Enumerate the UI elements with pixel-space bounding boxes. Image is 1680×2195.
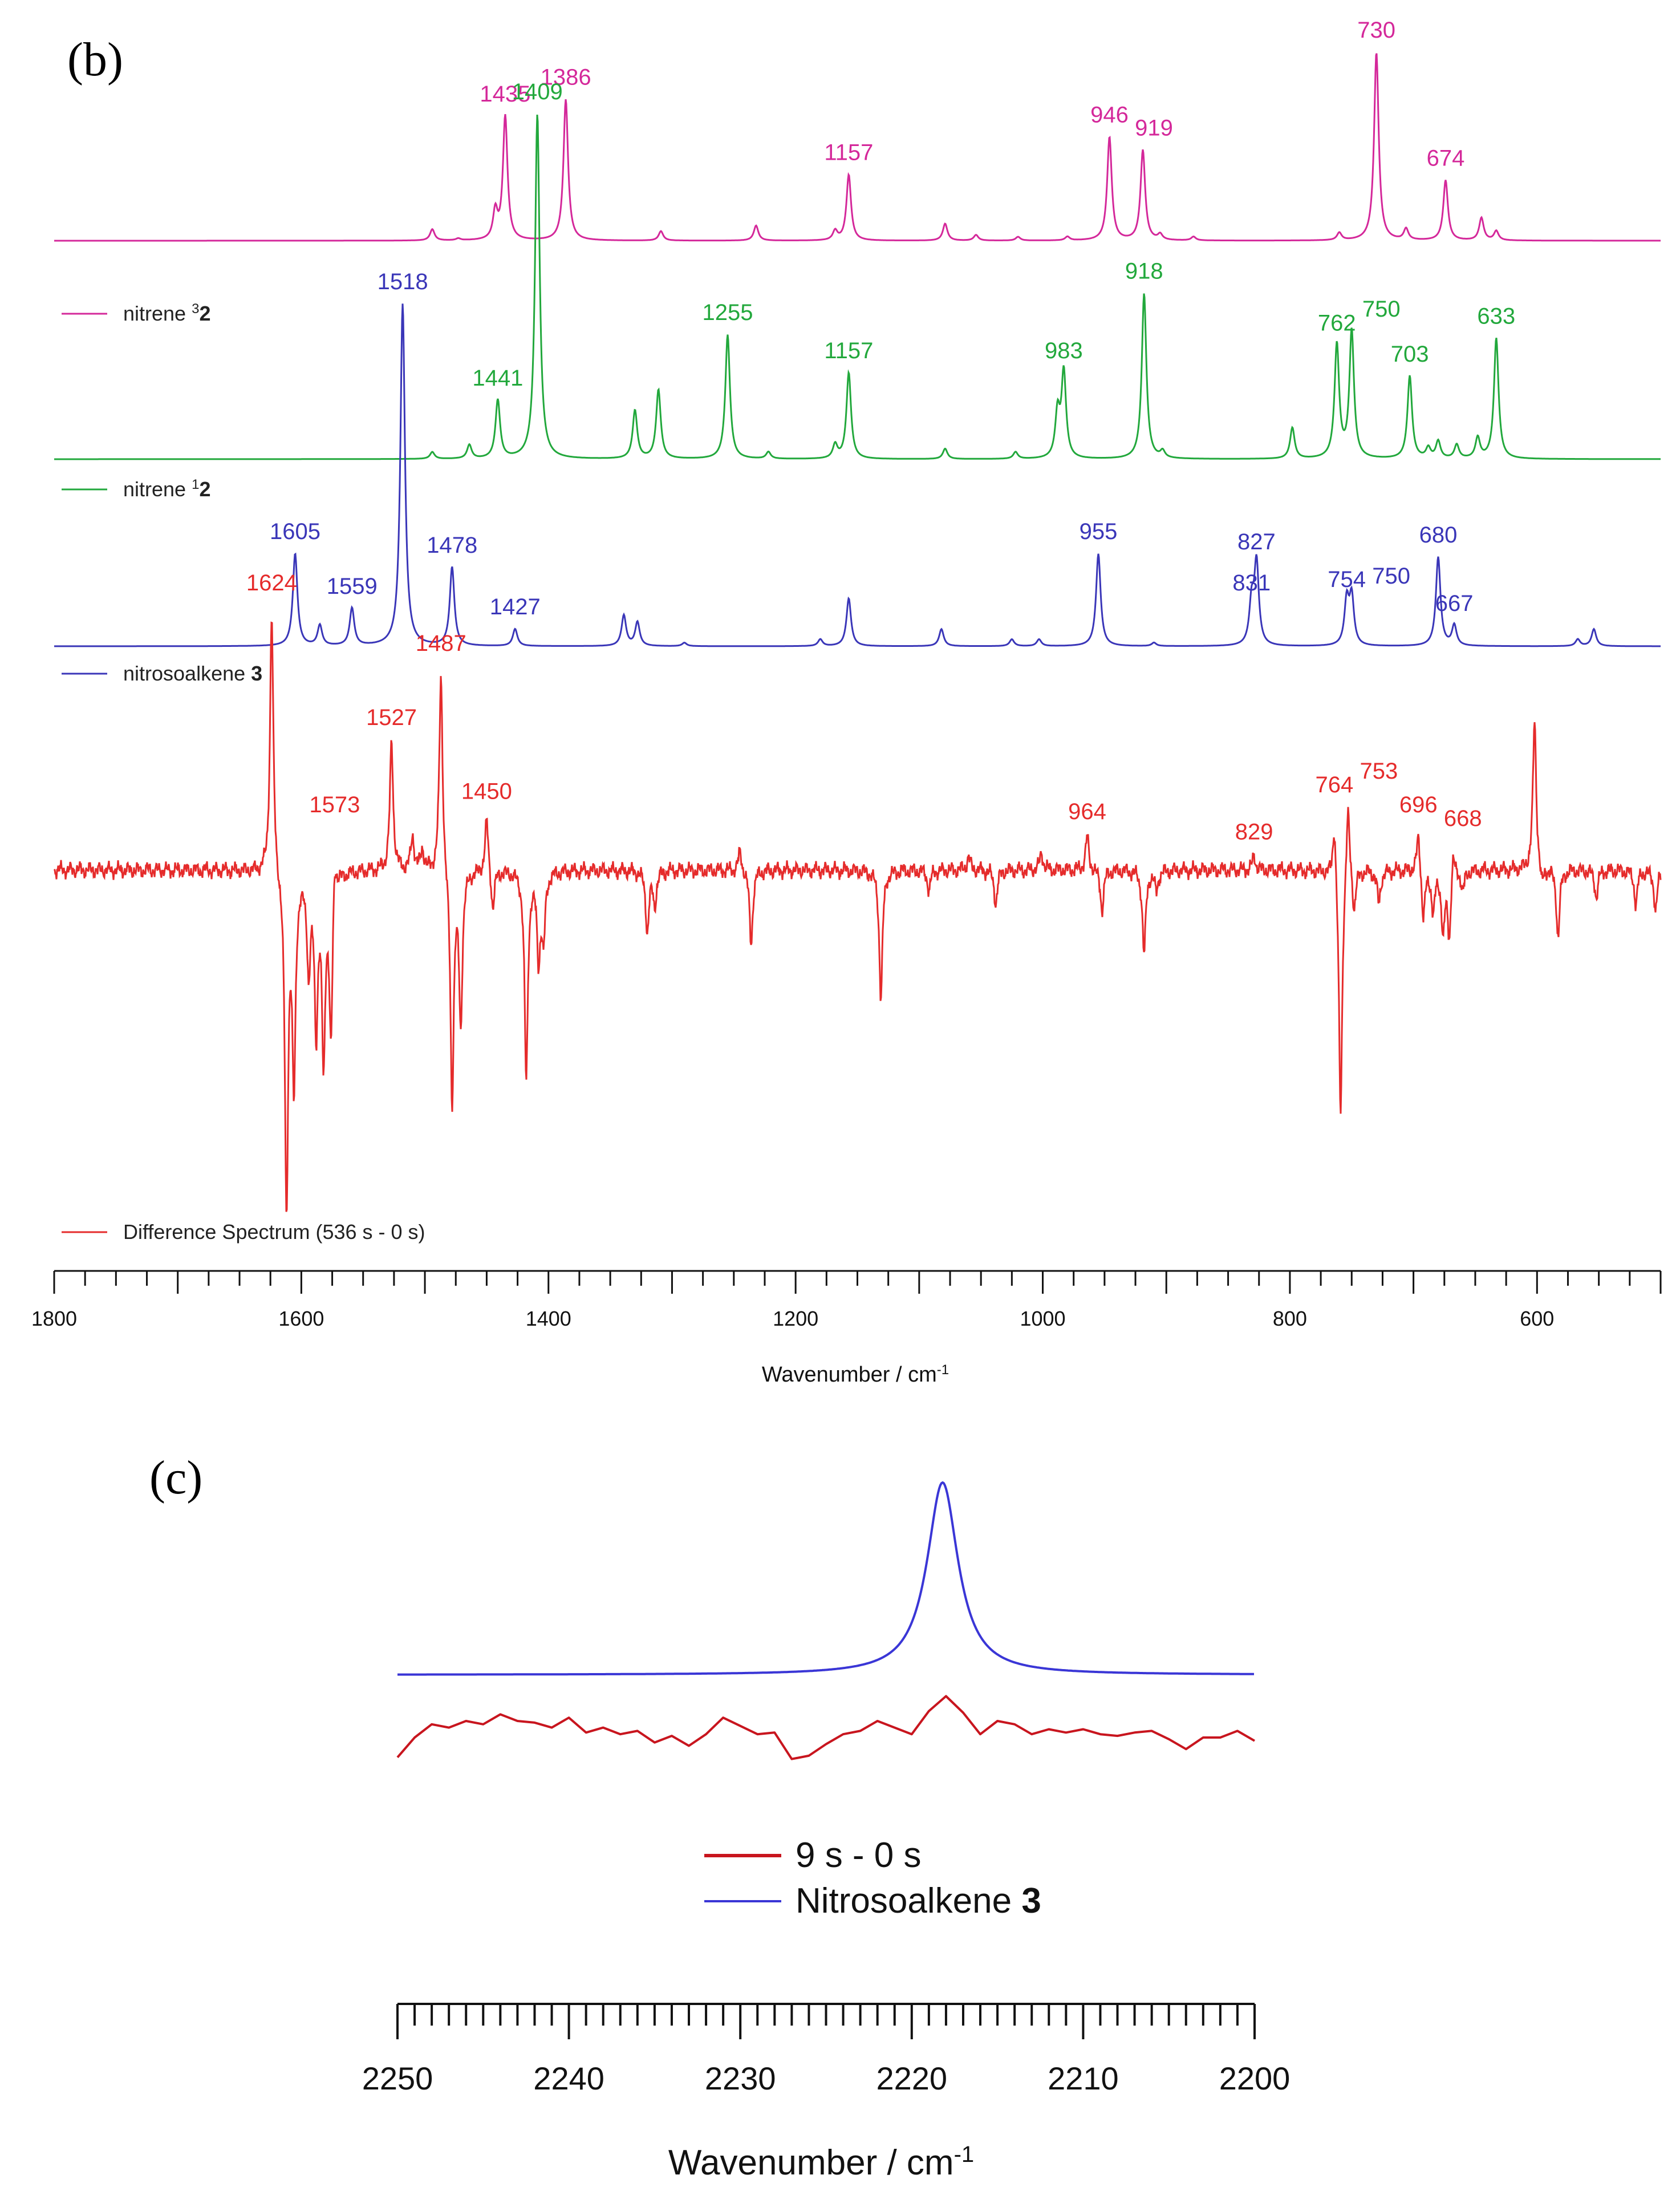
spectrum-line-nitroso3c (397, 1481, 1254, 1676)
x-tick-label: 1200 (773, 1307, 818, 1330)
peak-label: 831 (1232, 570, 1271, 596)
peak-label: 1573 (309, 792, 360, 817)
x-tick-label: 2220 (876, 2060, 948, 2096)
spectrum-line-nitroso3 (54, 303, 1661, 647)
peak-label: 827 (1237, 529, 1276, 554)
x-tick-label: 600 (1520, 1307, 1554, 1330)
spectrum-line-diff (53, 621, 1662, 1212)
legend-nitroso3: nitrosoalkene 3 (62, 662, 262, 685)
x-tick-label: 1000 (1020, 1307, 1065, 1330)
peak-label: 1527 (366, 705, 417, 730)
x-tick-label: 1400 (526, 1307, 571, 1330)
x-tick-label: 2240 (533, 2060, 604, 2096)
peak-label: 750 (1362, 297, 1401, 322)
series-nitroso3c (397, 1481, 1254, 1676)
x-tick-label: 2200 (1219, 2060, 1291, 2096)
x-tick-label: 1600 (278, 1307, 324, 1330)
panel-c-label: (c) (149, 1451, 202, 1504)
peak-label: 1255 (702, 300, 753, 325)
peak-label: 918 (1125, 259, 1163, 284)
legend-item-nitroso3c: Nitrosoalkene 3 (704, 1881, 1041, 1921)
legend-diff: Difference Spectrum (536 s - 0 s) (62, 1220, 425, 1244)
peak-label: 1409 (512, 79, 563, 104)
legend-label: Difference Spectrum (536 s - 0 s) (123, 1220, 425, 1244)
peak-label: 667 (1435, 591, 1474, 616)
legend-nitrene3: nitrene 32 (62, 301, 210, 326)
x-tick-label: 2210 (1048, 2060, 1119, 2096)
legend-nitrene1: nitrene 12 (62, 477, 210, 501)
peak-label: 1386 (541, 65, 591, 90)
peak-label: 1441 (472, 366, 523, 391)
peak-label: 1559 (327, 574, 378, 599)
peak-label: 919 (1135, 116, 1173, 141)
peak-label: 668 (1444, 806, 1482, 831)
peak-label: 730 (1357, 18, 1395, 43)
panel-b-label: (b) (67, 33, 123, 86)
spectrum-line-diffc (396, 1695, 1256, 1760)
peak-label: 1157 (824, 338, 873, 363)
legend-label: nitrene 32 (123, 301, 210, 326)
peak-label: 754 (1328, 567, 1366, 592)
peak-label: 946 (1090, 103, 1129, 128)
peak-label: 1518 (378, 269, 428, 294)
legend-label: nitrosoalkene 3 (123, 662, 262, 685)
peak-label: 983 (1045, 338, 1083, 363)
x-axis-title: Wavenumber / cm-1 (762, 1362, 949, 1387)
peak-label: 762 (1318, 310, 1356, 335)
x-axis-b: 1800 1600 1400 1200 1000 800 600 Wavenumber / c… (31, 1270, 1662, 1387)
peak-label: 1487 (416, 631, 466, 656)
peak-label: 955 (1080, 519, 1118, 544)
x-tick-label: 2230 (705, 2060, 776, 2096)
peak-label: 1624 (246, 570, 297, 596)
peak-label: 674 (1427, 145, 1465, 171)
x-axis-title: Wavenumber / cm-1 (668, 2142, 974, 2182)
peak-label: 1435 (480, 82, 530, 107)
legend-item-diffc: 9 s - 0 s (704, 1836, 922, 1875)
peak-label: 1157 (824, 140, 873, 165)
legend-label: Nitrosoalkene 3 (796, 1881, 1041, 1921)
peak-label: 764 (1316, 772, 1354, 797)
peak-label: 829 (1235, 819, 1273, 844)
peak-label: 750 (1372, 564, 1410, 589)
x-axis-c: 2250 2240 2230 2220 2210 2200 Wavenumber / cm-… (362, 2003, 1291, 2182)
peak-label: 753 (1360, 759, 1398, 784)
spectrum-line-nitrene3 (54, 53, 1661, 242)
legend-c: 9 s - 0 s Nitrosoalkene 3 (704, 1836, 1041, 1921)
peak-label: 633 (1477, 303, 1515, 329)
peak-label: 964 (1068, 799, 1106, 824)
panel-c: 9 s - 0 s Nitrosoalkene 3 2250 2240 2230 2220… (362, 1481, 1291, 2182)
peak-label: 696 (1399, 792, 1438, 817)
spectrum-line-nitrene1 (54, 114, 1661, 460)
legend-label: nitrene 12 (123, 477, 210, 501)
x-tick-label: 2250 (362, 2060, 433, 2096)
peak-label: 703 (1391, 342, 1429, 367)
x-tick-label: 1800 (31, 1307, 77, 1330)
peak-label: 1478 (427, 533, 477, 558)
x-tick-label: 800 (1273, 1307, 1307, 1330)
series-diffc (396, 1695, 1256, 1760)
peak-label: 1427 (490, 594, 541, 619)
legend-label: 9 s - 0 s (796, 1836, 922, 1875)
peak-label: 1605 (270, 519, 320, 544)
peak-label: 1450 (461, 779, 512, 804)
peak-label: 680 (1419, 523, 1458, 548)
